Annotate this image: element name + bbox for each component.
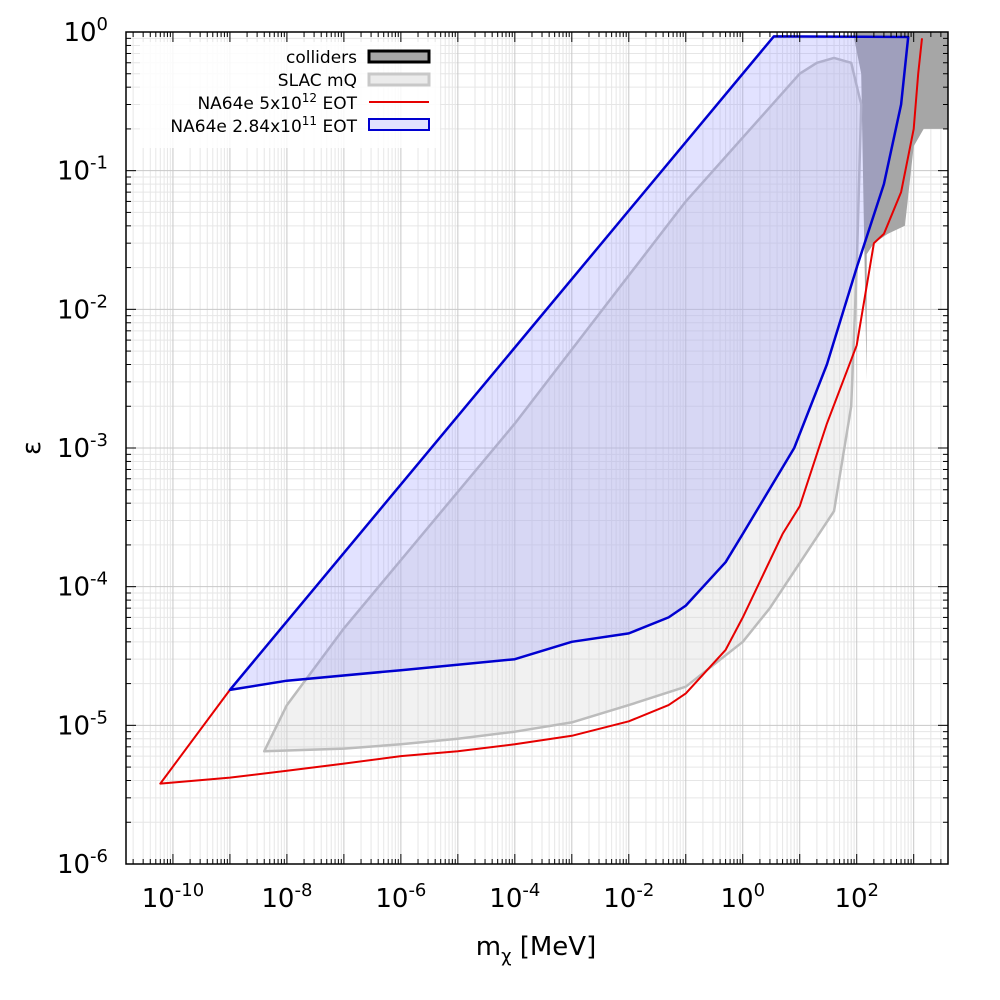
y-tick-label: 100 bbox=[63, 14, 108, 48]
y-tick-label: 10-5 bbox=[57, 707, 108, 741]
legend-swatch-slac-mq bbox=[367, 72, 431, 87]
x-tick-label: 10-10 bbox=[142, 880, 205, 914]
y-tick-label: 10-6 bbox=[57, 846, 108, 880]
colliders-region bbox=[854, 32, 948, 382]
axis-ticks bbox=[126, 31, 949, 865]
legend-label-na64e-5e12: NA64e 5x1012 EOT bbox=[197, 91, 357, 114]
x-tick-label: 102 bbox=[834, 880, 879, 914]
na64e-5e12-curve bbox=[159, 38, 923, 785]
legend-swatch-colliders bbox=[367, 49, 431, 64]
x-tick-labels: 10-10 10-8 10-6 10-4 10-2 100 102 bbox=[142, 880, 879, 914]
x-tick-label: 100 bbox=[720, 880, 765, 914]
y-tick-label: 10-1 bbox=[57, 153, 108, 187]
x-tick-label: 10-2 bbox=[603, 880, 654, 914]
legend-label-slac-mq: SLAC mQ bbox=[278, 71, 357, 91]
legend-swatch-na64e-2p84e11 bbox=[368, 118, 430, 131]
x-axis-title: mχ [MeV] bbox=[476, 932, 597, 967]
x-tick-label: 10-6 bbox=[375, 880, 426, 914]
x-tick-label: 10-8 bbox=[261, 880, 312, 914]
na64e-2p84e11-region bbox=[228, 35, 910, 692]
y-tick-label: 10-4 bbox=[57, 569, 108, 603]
y-axis-title: ε bbox=[17, 441, 47, 455]
x-tick-label: 10-4 bbox=[489, 880, 540, 914]
legend-label-na64e-2p84e11: NA64e 2.84x1011 EOT bbox=[170, 114, 357, 137]
legend-label-colliders: colliders bbox=[286, 48, 357, 68]
y-tick-labels: 100 10-1 10-2 10-3 10-4 10-5 10-6 bbox=[57, 14, 108, 880]
legend: colliders SLAC mQ NA64e 5x1012 EOT NA64e… bbox=[140, 42, 440, 148]
y-tick-label: 10-2 bbox=[57, 291, 108, 325]
y-tick-label: 10-3 bbox=[57, 430, 108, 464]
series-layer bbox=[159, 32, 948, 785]
